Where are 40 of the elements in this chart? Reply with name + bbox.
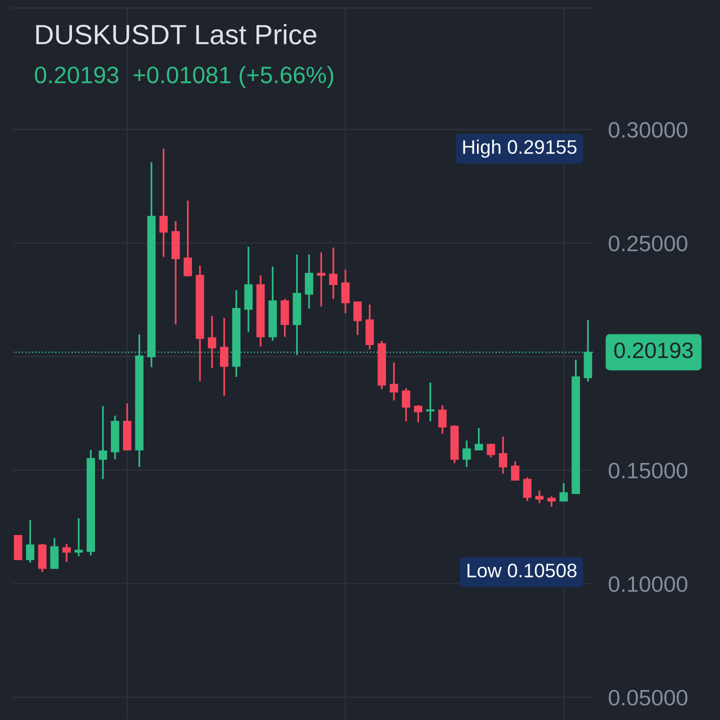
y-tick-label: 0.05000 xyxy=(608,690,688,706)
chart-title: DUSKUSDT Last Price xyxy=(36,24,316,44)
candlestick xyxy=(304,254,314,310)
annotation: High 0.29155 xyxy=(463,140,577,158)
candlestick xyxy=(523,476,532,502)
candlestick xyxy=(426,382,434,422)
annotation: Low 0.10508 xyxy=(468,564,576,578)
candlestick xyxy=(38,542,46,574)
candlestick xyxy=(341,268,350,314)
y-tick-label: 0.10000 xyxy=(608,576,688,592)
candlestick xyxy=(486,442,496,458)
candlestick xyxy=(498,436,508,474)
candlestick xyxy=(462,440,471,468)
candlestick xyxy=(98,405,108,480)
candlestick xyxy=(74,517,83,558)
candlestick xyxy=(329,246,338,300)
candlestick xyxy=(50,537,59,570)
candlestick xyxy=(159,148,168,258)
candlestick xyxy=(280,298,289,338)
candlestick xyxy=(438,404,447,435)
candlestick xyxy=(220,317,228,397)
candlestick xyxy=(184,200,192,278)
candlestick xyxy=(511,460,520,482)
candlestick xyxy=(390,362,398,402)
candlestick xyxy=(317,252,326,308)
candlestick xyxy=(414,404,422,424)
candlestick xyxy=(353,301,362,336)
y-tick-label: 0.25000 xyxy=(608,236,688,252)
candlestick xyxy=(62,542,71,563)
candlestick xyxy=(535,490,544,504)
candlestick xyxy=(547,495,556,508)
candlestick xyxy=(474,427,483,451)
ref-line-label: 0.20193 xyxy=(614,342,693,358)
candlestick xyxy=(560,482,568,502)
candlestick xyxy=(208,315,216,370)
y-tick-label: 0.30000 xyxy=(608,122,688,138)
candlestick xyxy=(402,387,410,422)
text: 0.20193 +0.01081 (+5.66%) xyxy=(34,66,334,88)
y-tick-label: 0.15000 xyxy=(608,462,688,478)
candlestick xyxy=(26,519,34,564)
